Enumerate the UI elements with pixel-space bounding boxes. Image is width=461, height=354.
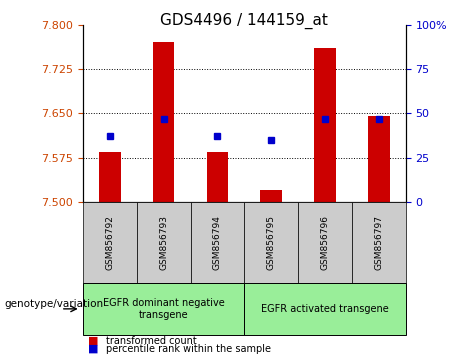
Bar xyxy=(314,48,336,202)
Text: percentile rank within the sample: percentile rank within the sample xyxy=(106,344,271,354)
Bar xyxy=(99,152,121,202)
Text: ■: ■ xyxy=(88,344,98,354)
Text: GSM856794: GSM856794 xyxy=(213,215,222,270)
Bar xyxy=(207,152,228,202)
Bar xyxy=(260,190,282,202)
Bar xyxy=(368,116,390,202)
Text: EGFR dominant negative
transgene: EGFR dominant negative transgene xyxy=(103,298,225,320)
Text: genotype/variation: genotype/variation xyxy=(5,298,104,309)
Text: GSM856795: GSM856795 xyxy=(267,215,276,270)
Text: ■: ■ xyxy=(88,336,98,346)
Bar xyxy=(153,42,174,202)
Text: GDS4496 / 144159_at: GDS4496 / 144159_at xyxy=(160,12,328,29)
Text: EGFR activated transgene: EGFR activated transgene xyxy=(261,304,389,314)
Text: GSM856793: GSM856793 xyxy=(159,215,168,270)
Text: transformed count: transformed count xyxy=(106,336,197,346)
Text: GSM856792: GSM856792 xyxy=(106,215,114,270)
Text: GSM856797: GSM856797 xyxy=(374,215,383,270)
Text: GSM856796: GSM856796 xyxy=(320,215,330,270)
